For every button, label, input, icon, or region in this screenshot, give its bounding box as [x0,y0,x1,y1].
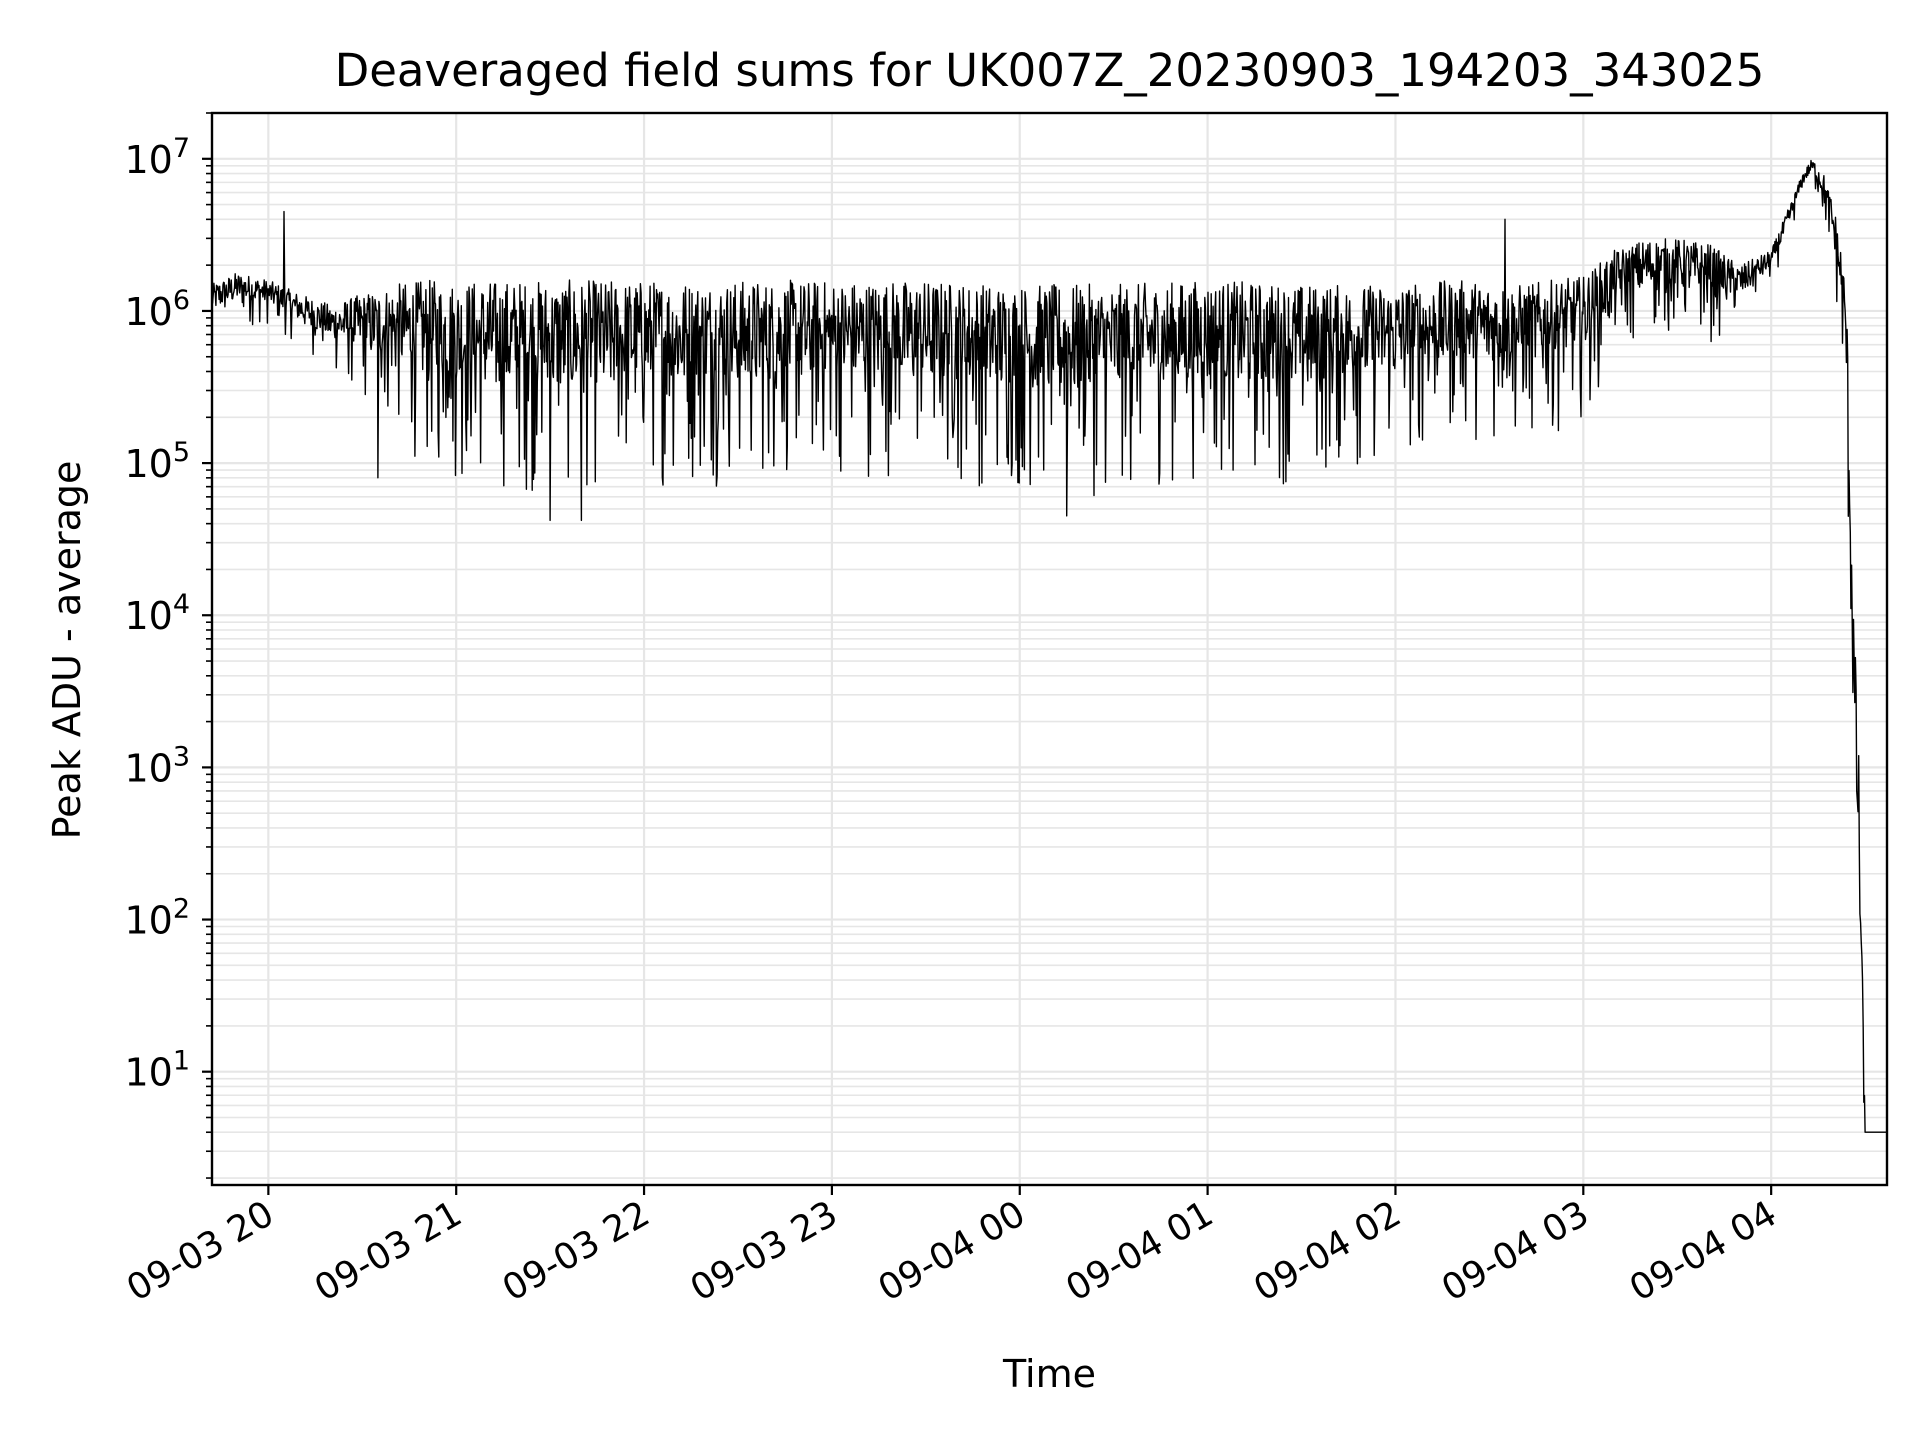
x-tick-label: 09-03 22 [496,1193,657,1309]
series-line [212,159,1887,1133]
y-tick-label: 103 [124,741,190,790]
x-tick-label: 09-03 23 [684,1193,845,1309]
chart-title: Deaveraged field sums for UK007Z_2023090… [334,44,1765,97]
y-tick-label: 107 [124,133,190,182]
x-tick-label: 09-04 04 [1623,1193,1784,1309]
x-tick-label: 09-04 01 [1059,1193,1220,1309]
y-tick-label: 105 [124,437,190,486]
x-tick-label: 09-04 03 [1435,1193,1596,1309]
x-tick-label: 09-04 02 [1247,1193,1408,1309]
x-tick-label: 09-03 21 [308,1193,469,1309]
x-axis-label: Time [1003,1352,1096,1396]
y-tick-label: 104 [124,589,190,638]
y-tick-label: 101 [124,1046,190,1095]
grid [212,113,1887,1185]
series-group [212,159,1887,1133]
x-tick-label: 09-03 20 [120,1193,281,1309]
y-axis-label: Peak ADU - average [45,460,89,840]
x-tick-label: 09-04 00 [872,1193,1033,1309]
y-tick-label: 102 [124,894,190,943]
y-tick-label: 106 [124,285,190,334]
